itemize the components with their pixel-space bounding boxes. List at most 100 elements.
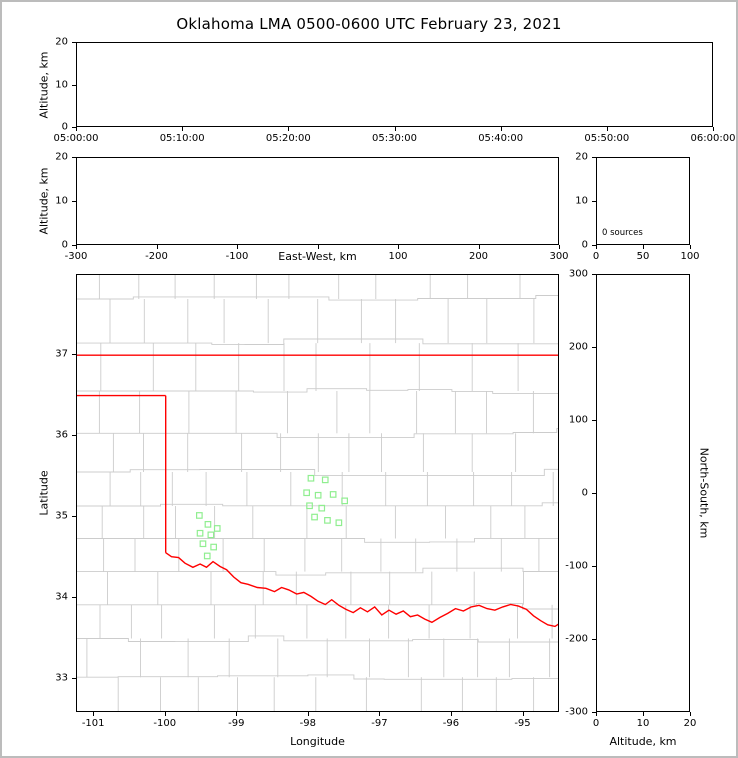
lma-station-marker [204,521,212,528]
x-tick-mark [643,245,644,249]
lma-station-marker [303,489,310,497]
y-tick-label: 10 [55,195,68,207]
y-tick-label: 10 [575,195,588,207]
panel-ns-height [596,274,690,712]
x-tick-label: 05:30:00 [372,133,417,144]
x-tick-label: 05:40:00 [478,133,524,144]
x-tick-mark [156,245,158,249]
y-tick-label: 33 [55,672,68,684]
y-tick-label: -300 [565,706,588,718]
county-line [77,388,558,394]
y-tick-label: 34 [55,591,68,603]
y-tick-label: 200 [568,341,588,353]
y-tick-mark [72,42,76,43]
x-tick-label: 05:10:00 [159,133,205,144]
y-tick-label: 35 [55,510,68,522]
lma-station-marker [203,552,211,560]
chart-title: Oklahoma LMA 0500-0600 UTC February 23, … [176,15,562,33]
x-tick-mark [288,127,290,131]
x-tick-label: -100 [225,251,249,262]
y-tick-label: 20 [55,151,68,163]
y-tick-mark [592,493,596,494]
county-line [77,674,558,680]
x-tick-mark [394,127,396,131]
x-tick-label: -101 [81,718,105,729]
lma-station-marker [307,474,315,482]
y-tick-label: 0 [61,239,68,251]
x-axis-label: Altitude, km [609,735,677,748]
x-tick-mark [317,245,319,249]
panel-alt-histogram [596,157,690,245]
y-tick-label: 0 [61,121,68,133]
x-tick-label: 0 [592,251,600,262]
y-tick-mark [72,84,76,86]
x-axis-label: Longitude [290,735,345,748]
y-tick-mark [72,245,76,246]
y-tick-label: 300 [568,268,588,280]
panel-plan-view [76,274,559,712]
y-tick-mark [592,420,596,421]
x-tick-mark [559,245,560,249]
x-tick-label: 05:20:00 [265,133,311,144]
y-tick-mark [72,127,76,128]
y-tick-label: 0 [581,239,588,251]
y-tick-mark [72,354,76,356]
y-tick-label: 37 [55,348,68,360]
lma-station-marker [321,476,329,484]
y-tick-mark [72,435,76,437]
lma-station-marker [324,517,331,524]
x-tick-mark [76,127,77,131]
x-tick-mark [164,712,166,716]
x-tick-mark [379,712,381,716]
y-tick-mark [592,245,596,246]
y-axis-right-label: North-South, km [697,447,711,539]
y-tick-label: 20 [55,36,68,48]
x-tick-label: -98 [299,718,316,729]
x-tick-label: 200 [468,251,489,262]
county-line [77,502,558,507]
x-tick-mark [450,712,452,716]
y-tick-mark [72,516,76,518]
x-tick-label: 0 [592,718,600,729]
x-tick-mark [398,245,399,249]
county-line [77,635,558,643]
x-tick-label: -97 [371,718,388,729]
y-tick-label: -200 [565,633,588,645]
county-line [77,537,558,543]
x-axis-label: East-West, km [274,250,361,263]
county-line [77,295,558,301]
y-tick-mark [592,712,596,713]
lma-station-marker [311,513,318,521]
x-tick-label: -95 [514,718,531,729]
panel-ew-height [76,157,559,245]
y-tick-mark [592,157,596,158]
y-tick-label: 36 [55,429,68,441]
y-tick-label: 100 [568,414,588,426]
x-tick-mark [606,127,608,131]
county-line [77,567,558,576]
x-tick-label: 06:00:00 [690,133,736,144]
y-axis-label: Latitude [37,470,51,516]
y-tick-label: 10 [55,79,68,90]
y-tick-mark [72,597,76,599]
y-axis-label: Altitude, km [37,50,51,119]
lma-station-marker [196,529,204,537]
x-tick-label: -100 [153,718,177,729]
map-canvas [77,275,558,711]
x-tick-mark [236,712,238,716]
y-tick-label: -100 [565,560,588,572]
x-tick-mark [596,245,597,249]
x-tick-mark [237,245,238,249]
y-axis-label: Altitude, km [37,167,51,235]
y-tick-mark [592,347,596,348]
y-tick-mark [72,157,76,158]
x-tick-label: 100 [388,251,408,262]
y-tick-mark [72,201,76,202]
x-tick-label: -99 [228,718,245,729]
x-tick-label: 100 [680,251,700,262]
x-tick-mark [690,245,691,249]
x-tick-mark [76,245,77,249]
y-tick-mark [72,677,76,679]
x-tick-mark [643,712,644,716]
